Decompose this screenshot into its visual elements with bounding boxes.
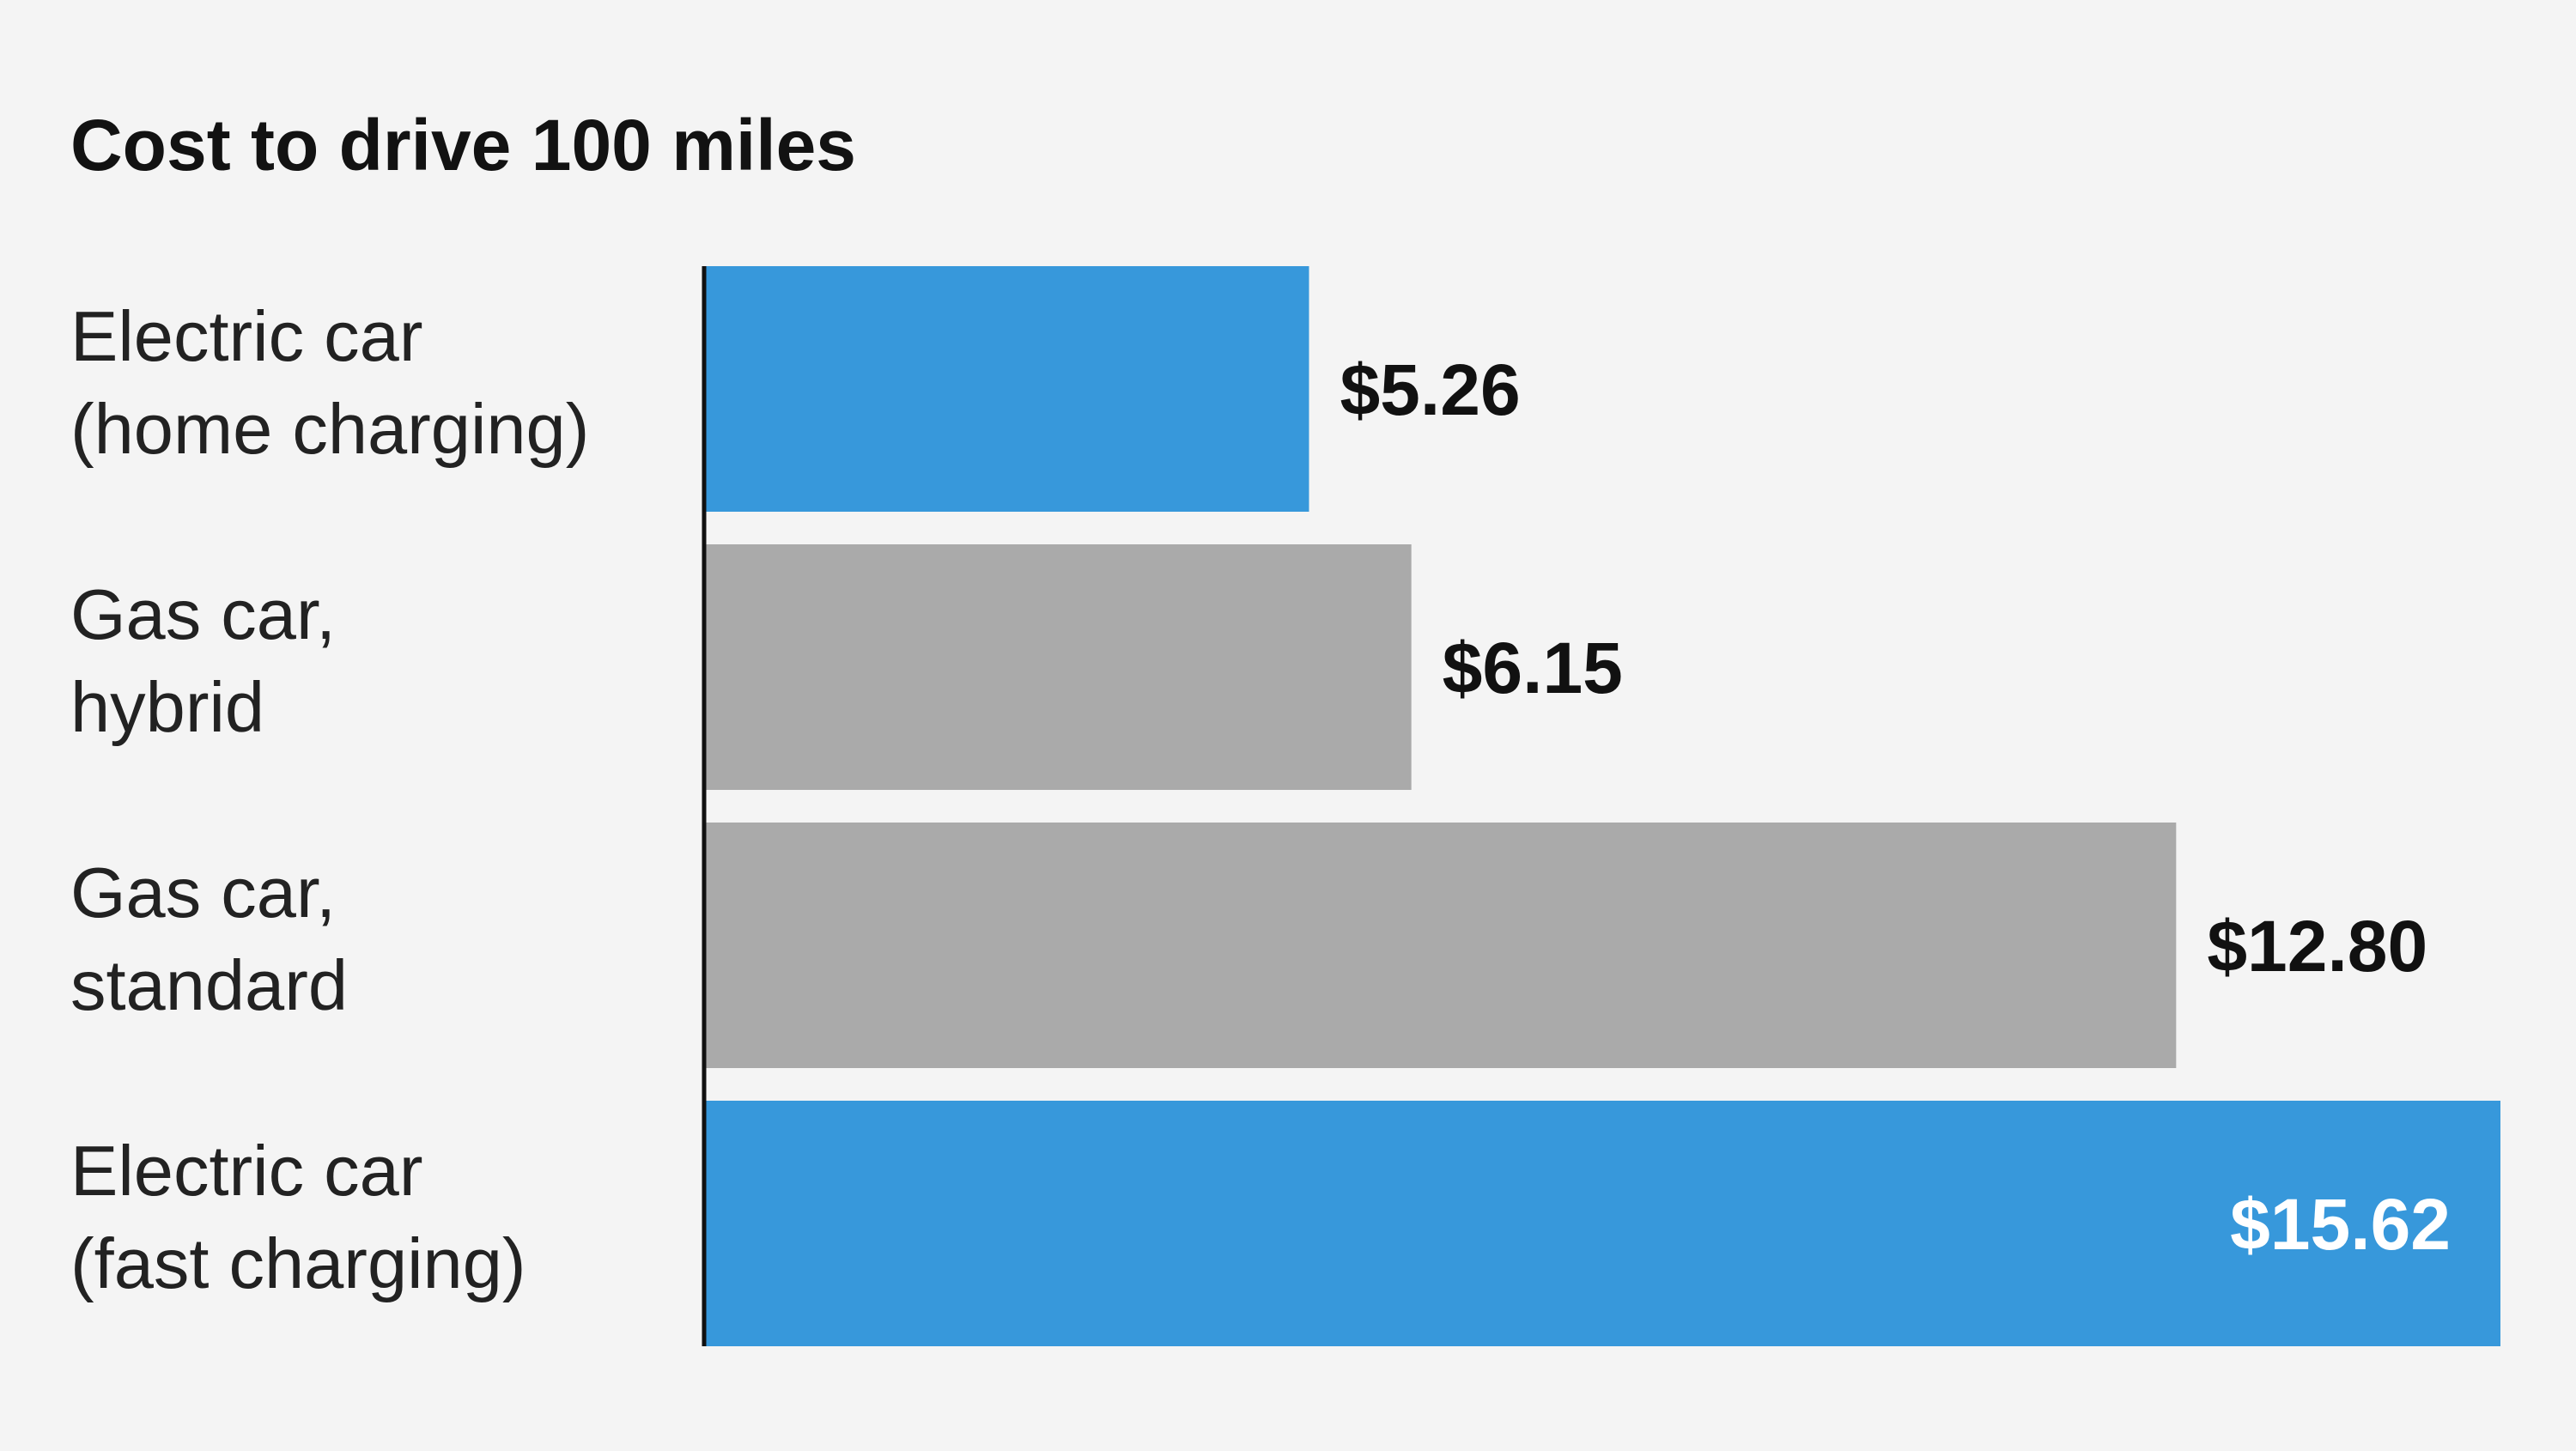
category-label-line: Gas car, — [70, 574, 336, 654]
bar-2 — [704, 544, 1412, 790]
category-label-line: Electric car — [70, 1131, 422, 1211]
category-label-line: Gas car, — [70, 853, 336, 932]
category-label-4: Electric car (fast charging) — [70, 1131, 526, 1303]
value-labels-layer: $5.26 $6.15 $12.80 $15.62 — [1340, 349, 2451, 1265]
category-label-line: (fast charging) — [70, 1223, 526, 1303]
category-label-3: Gas car, standard — [70, 853, 348, 1025]
value-label-4: $15.62 — [2230, 1184, 2451, 1265]
value-label-1: $5.26 — [1340, 349, 1520, 430]
bars-layer — [704, 266, 2500, 1346]
bar-1 — [704, 266, 1309, 512]
chart-title: Cost to drive 100 miles — [70, 105, 856, 185]
category-label-2: Gas car, hybrid — [70, 574, 336, 747]
bar-4 — [704, 1101, 2500, 1346]
value-label-2: $6.15 — [1443, 628, 1623, 708]
category-label-line: Electric car — [70, 296, 422, 376]
category-labels-layer: Electric car (home charging) Gas car, hybri… — [70, 296, 589, 1303]
bar-3 — [704, 823, 2177, 1068]
category-label-1: Electric car (home charging) — [70, 296, 589, 469]
category-label-line: (home charging) — [70, 389, 589, 469]
category-label-line: standard — [70, 945, 348, 1025]
value-label-3: $12.80 — [2207, 906, 2427, 987]
category-label-line: hybrid — [70, 667, 264, 747]
